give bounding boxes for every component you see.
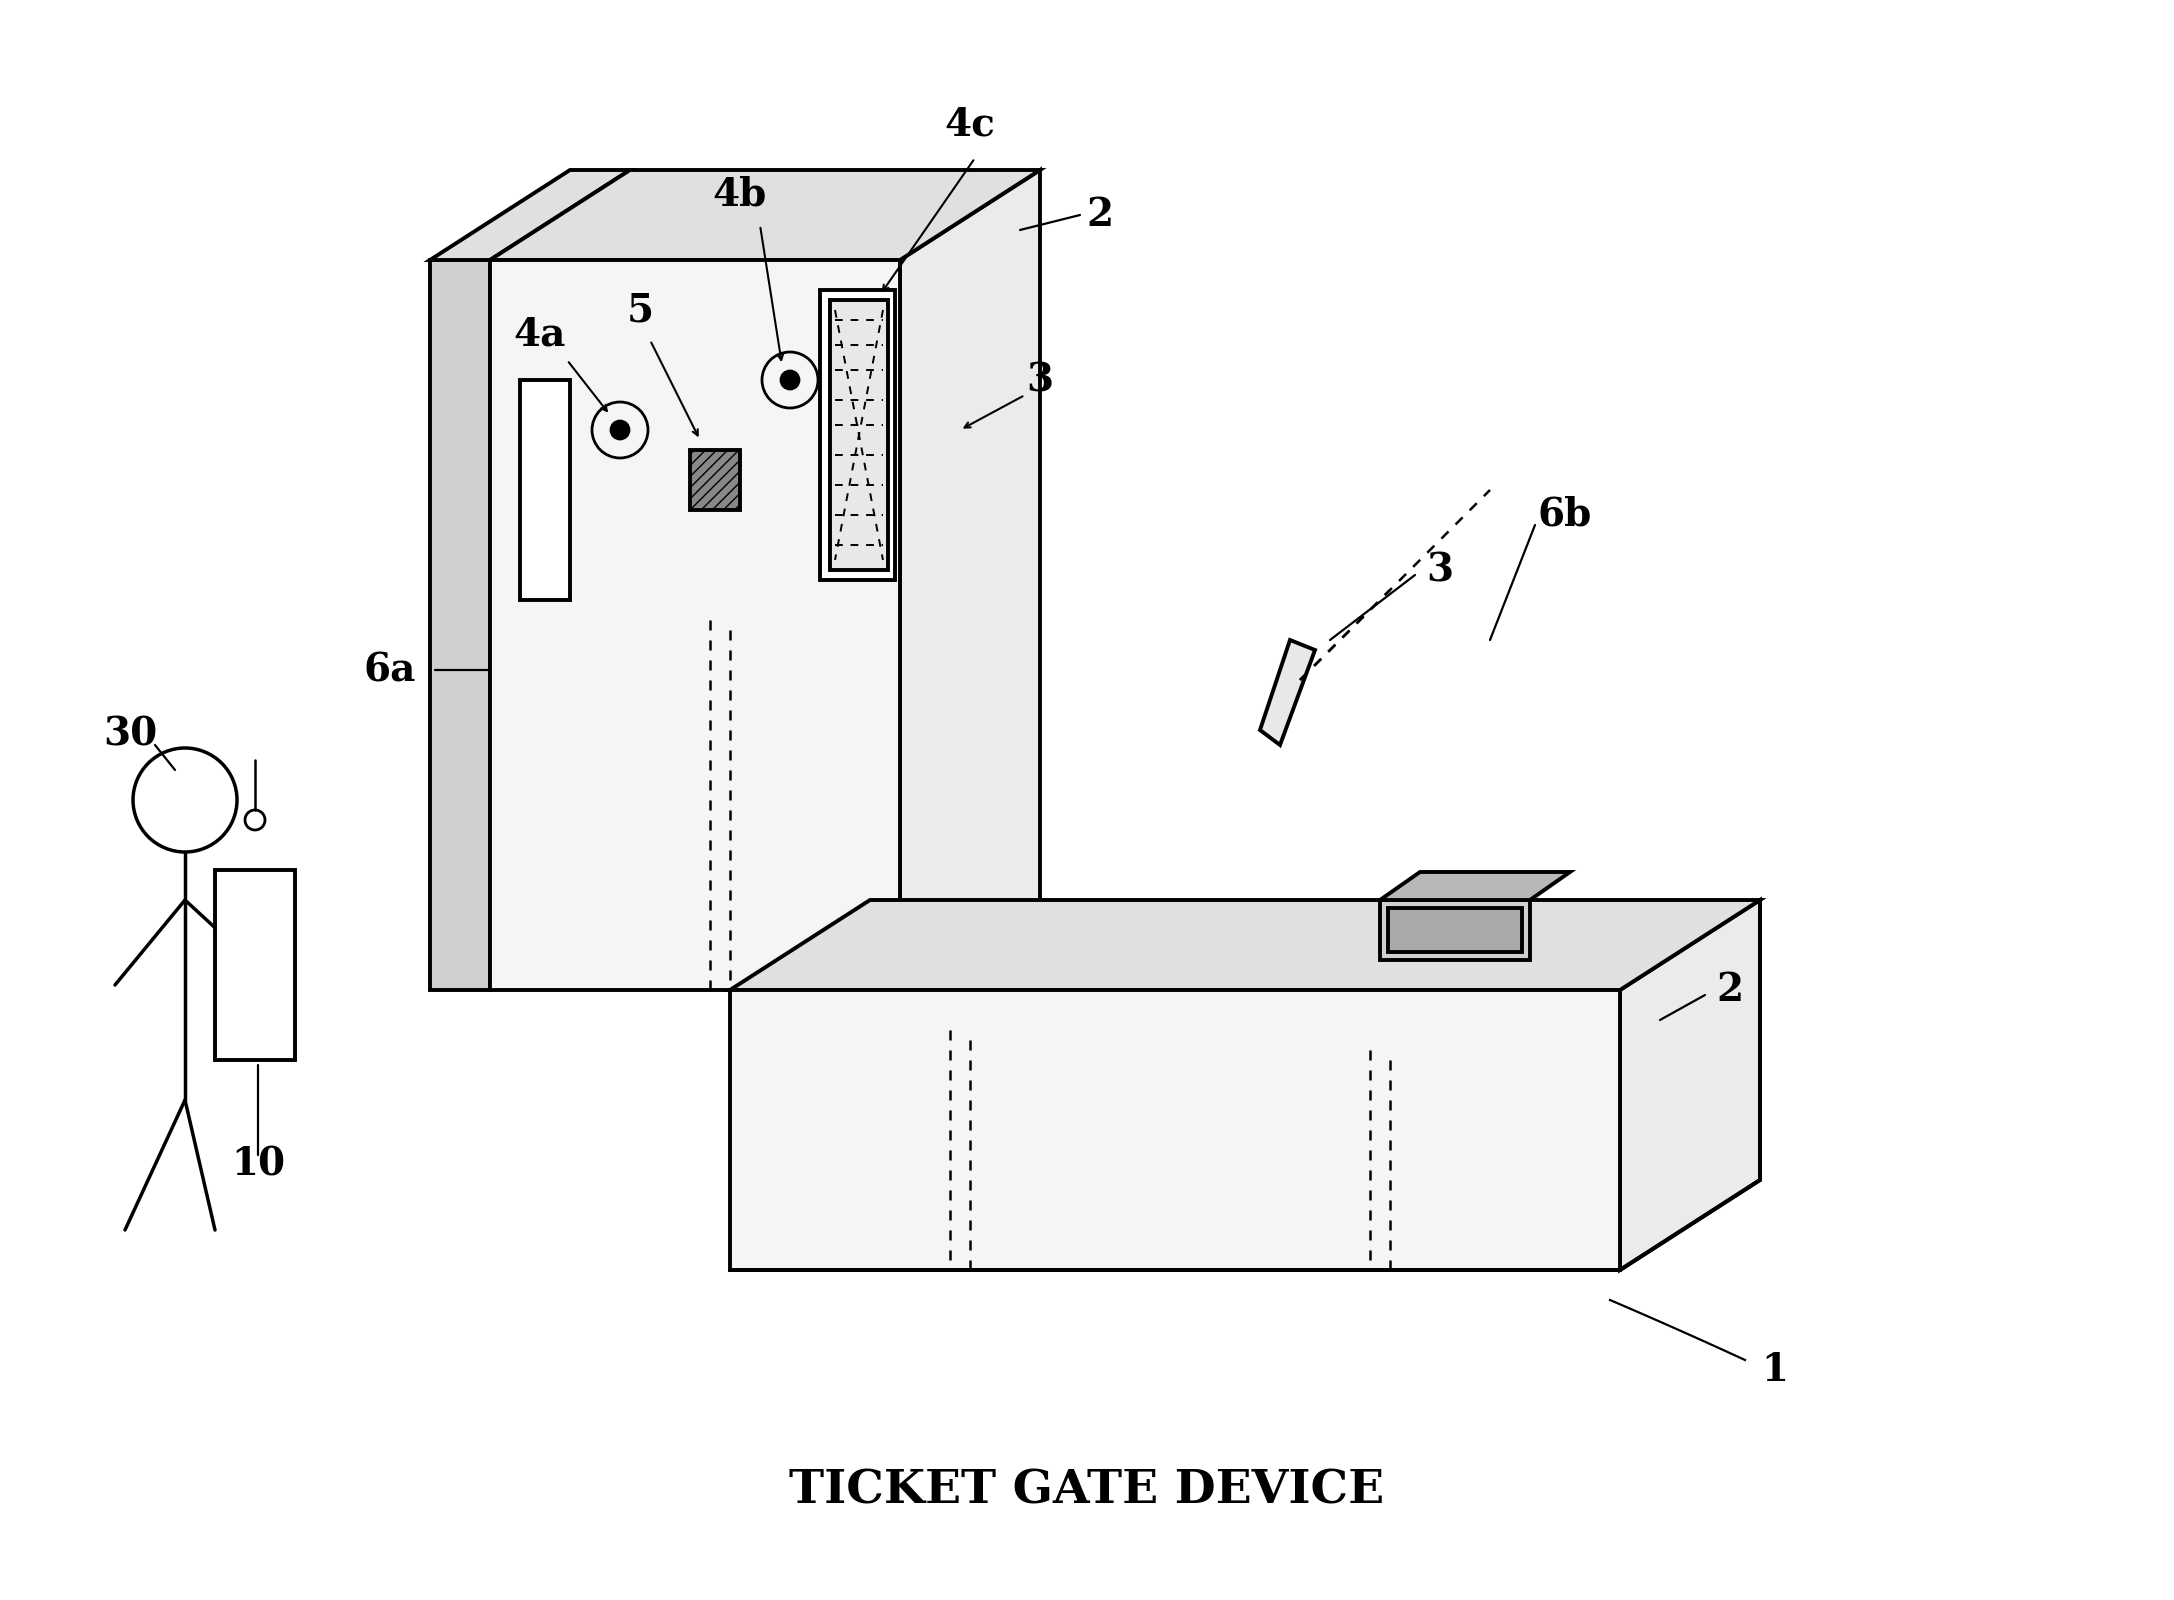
Text: 5: 5 bbox=[626, 291, 654, 330]
Circle shape bbox=[780, 371, 800, 389]
Polygon shape bbox=[215, 870, 296, 1059]
Text: 10: 10 bbox=[230, 1146, 285, 1184]
Polygon shape bbox=[430, 259, 489, 990]
Polygon shape bbox=[689, 450, 739, 510]
Polygon shape bbox=[900, 170, 1039, 990]
Polygon shape bbox=[430, 170, 630, 259]
Polygon shape bbox=[1380, 899, 1530, 960]
Polygon shape bbox=[1620, 899, 1761, 1270]
Polygon shape bbox=[1387, 909, 1522, 952]
Polygon shape bbox=[520, 379, 570, 600]
Polygon shape bbox=[730, 899, 1761, 990]
Text: 30: 30 bbox=[102, 717, 157, 754]
Polygon shape bbox=[820, 290, 896, 579]
Text: 3: 3 bbox=[1026, 362, 1054, 398]
Text: TICKET GATE DEVICE: TICKET GATE DEVICE bbox=[789, 1467, 1385, 1514]
Text: 4c: 4c bbox=[944, 106, 996, 144]
Polygon shape bbox=[730, 990, 1620, 1270]
Text: 6b: 6b bbox=[1537, 496, 1591, 534]
Polygon shape bbox=[830, 301, 887, 570]
Text: 2: 2 bbox=[1717, 971, 1744, 1010]
Polygon shape bbox=[1380, 872, 1570, 899]
Circle shape bbox=[846, 317, 863, 334]
Text: 4a: 4a bbox=[513, 317, 565, 354]
Polygon shape bbox=[1261, 640, 1315, 746]
Polygon shape bbox=[489, 259, 900, 990]
Circle shape bbox=[611, 421, 628, 438]
Text: 2: 2 bbox=[1087, 195, 1113, 234]
Polygon shape bbox=[489, 170, 1039, 259]
Text: 1: 1 bbox=[1761, 1350, 1789, 1389]
Text: 3: 3 bbox=[1426, 550, 1454, 589]
Text: 4b: 4b bbox=[713, 176, 767, 214]
Text: 6a: 6a bbox=[363, 651, 415, 690]
